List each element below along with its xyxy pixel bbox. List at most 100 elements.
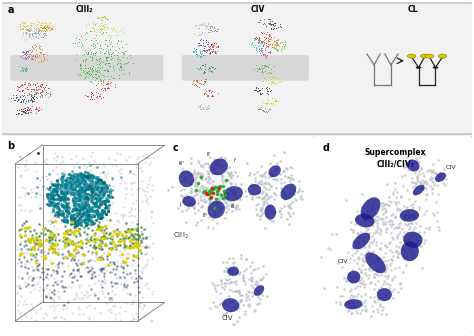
Point [137,275,145,281]
Point [27,22,35,28]
Point [87,188,95,194]
Point [100,15,108,20]
Point [272,167,280,172]
Point [267,25,275,31]
Point [199,82,207,87]
Point [45,27,52,32]
Point [69,191,77,196]
Point [115,49,122,54]
Point [262,36,270,41]
Point [191,183,199,189]
Point [353,239,361,244]
Point [76,216,83,222]
Point [24,104,31,110]
Point [270,102,278,108]
Point [64,184,72,189]
Point [36,240,43,245]
Point [138,264,146,270]
Point [280,190,288,195]
Point [276,41,284,46]
Point [46,92,54,97]
Point [82,288,90,294]
Point [257,70,264,75]
Point [46,90,54,95]
Point [273,47,281,53]
Point [87,71,95,77]
Point [271,72,278,77]
Point [24,34,31,40]
Point [411,198,419,204]
Point [222,265,230,271]
Point [93,68,101,73]
Point [348,246,356,251]
Point [93,96,101,101]
Point [201,32,208,37]
Point [102,243,110,249]
Point [101,241,109,247]
Point [143,154,151,159]
Point [112,48,119,53]
Point [76,64,84,69]
Point [113,61,121,67]
Point [39,271,46,277]
Point [264,37,272,43]
Point [123,245,131,250]
Point [203,104,211,110]
Point [90,175,98,180]
Point [354,208,361,213]
Point [112,227,119,232]
Point [48,25,55,30]
Point [144,182,152,187]
Point [100,181,108,186]
Point [26,31,34,37]
Point [92,56,100,62]
Point [197,53,205,58]
Point [49,215,57,220]
Point [72,292,80,297]
Point [93,186,100,192]
Point [376,265,384,271]
Point [434,157,441,162]
Point [261,193,268,198]
Point [384,273,392,278]
Point [201,49,209,54]
Point [210,46,217,51]
Point [174,206,182,211]
Point [73,160,80,165]
Point [238,293,246,298]
Point [28,235,36,240]
Point [81,195,89,201]
Point [383,202,390,207]
Point [82,202,90,207]
Text: I': I' [234,158,237,163]
Point [65,250,73,255]
Point [97,180,105,185]
Point [386,282,394,288]
Point [101,61,109,67]
Point [19,69,27,74]
Point [121,48,129,54]
Point [93,94,101,99]
Point [122,308,129,313]
Point [131,270,138,276]
Point [200,189,207,194]
Point [213,200,220,206]
Point [262,22,269,27]
Point [44,23,51,28]
Point [260,200,267,205]
Point [189,194,197,199]
Point [138,231,146,236]
Point [71,223,79,228]
Point [43,283,51,288]
Point [118,232,126,238]
Point [24,27,31,33]
Point [248,192,256,197]
Point [87,42,95,48]
Point [47,244,55,250]
Point [374,269,381,274]
Point [94,215,102,221]
Point [91,27,98,32]
Point [266,16,274,22]
Point [52,157,59,163]
Point [412,184,420,190]
